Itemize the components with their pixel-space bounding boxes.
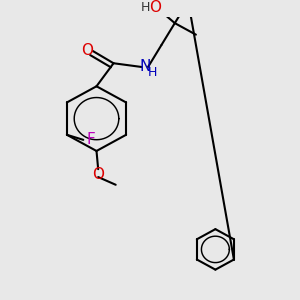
Text: F: F [86, 132, 95, 147]
Text: H: H [148, 65, 158, 79]
Text: O: O [92, 167, 104, 182]
Text: O: O [82, 43, 94, 58]
Text: N: N [140, 59, 152, 74]
Text: O: O [149, 0, 161, 14]
Text: H: H [141, 1, 150, 13]
